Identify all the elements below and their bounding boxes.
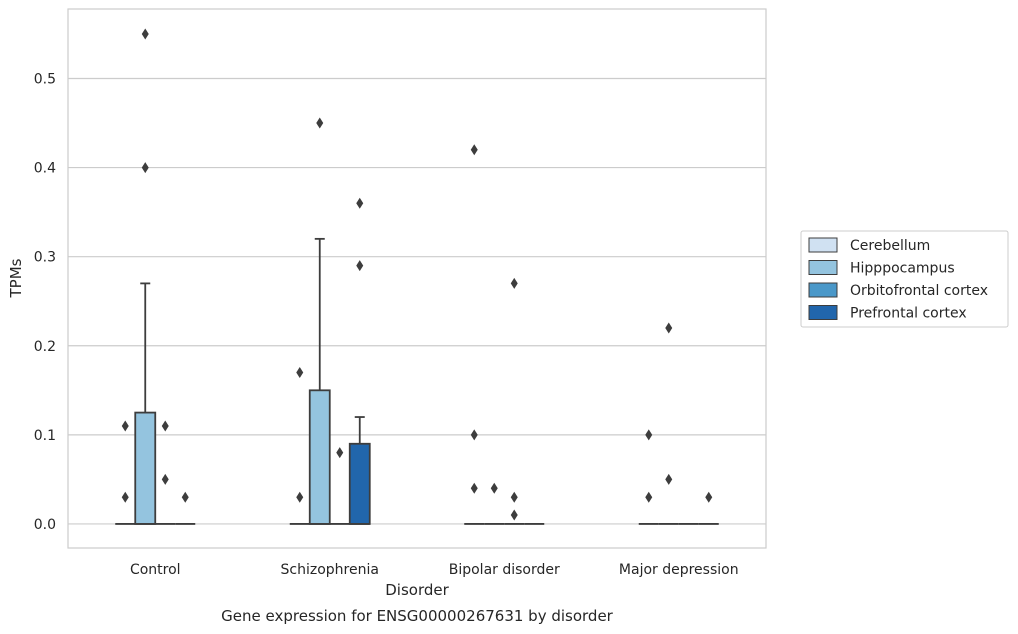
legend-label: Orbitofrontal cortex (850, 283, 988, 299)
box-cerebellum (638, 429, 659, 525)
box-hipppocampus (134, 28, 157, 525)
y-tick-label: 0.1 (34, 428, 56, 444)
legend-swatch (808, 237, 838, 253)
x-tick-label: Bipolar disorder (449, 562, 560, 578)
outlier-point (665, 322, 673, 334)
box-cerebellum (289, 366, 310, 525)
box (134, 411, 157, 525)
box-hipppocampus (308, 117, 331, 525)
legend-swatch (808, 305, 838, 320)
legend-label: Hipppocampus (850, 261, 955, 277)
box (348, 442, 371, 525)
legend: Cerebellum Hipppocampus Orbitofrontal cort… (800, 230, 1009, 328)
outlier-point (665, 473, 673, 485)
box-orbitofrontal-cortex (329, 447, 350, 525)
box-hipppocampus (658, 322, 679, 525)
legend-label: Cerebellum (850, 238, 930, 254)
y-tick-label: 0.2 (34, 339, 56, 355)
y-tick-label: 0.3 (34, 250, 56, 266)
y-tick-label: 0.4 (34, 161, 56, 177)
x-tick-label: Schizophrenia (281, 562, 379, 578)
box-groups (115, 28, 719, 525)
box (308, 389, 331, 525)
plot-frame (67, 8, 767, 549)
y-tick-label: 0.0 (34, 517, 56, 533)
legend-swatch (808, 260, 838, 275)
y-tick-label: 0.5 (34, 71, 56, 87)
x-axis-label: Disorder (385, 581, 449, 599)
outlier-point (121, 420, 129, 432)
box-prefrontal-cortex (698, 491, 719, 525)
outlier-point (490, 482, 498, 494)
legend-swatch (808, 282, 838, 298)
outlier-point (705, 491, 713, 503)
outlier-point (510, 277, 518, 289)
box-orbitofrontal-cortex (155, 420, 176, 525)
legend-frame (800, 230, 1009, 328)
box-prefrontal-cortex (348, 197, 371, 525)
plot-background (68, 9, 766, 548)
outlier-point (645, 491, 653, 503)
box-hipppocampus (484, 482, 505, 525)
y-axis-label: TPMs (7, 258, 25, 298)
legend-label: Prefrontal cortex (850, 306, 967, 322)
x-tick-labels: Control Schizophrenia Bipolar disorder Majo… (130, 562, 739, 578)
outlier-point (470, 144, 478, 156)
outlier-point (510, 491, 518, 503)
outlier-point (296, 366, 304, 378)
x-tick-label: Control (130, 562, 181, 578)
box-orbitofrontal-cortex (504, 277, 525, 525)
outlier-point (336, 447, 344, 459)
outlier-point (356, 197, 364, 209)
outlier-point (161, 420, 169, 432)
outlier-point (121, 491, 129, 503)
outlier-point (181, 491, 189, 503)
outlier-point (510, 509, 518, 521)
box-cerebellum (115, 420, 136, 525)
outlier-point (356, 260, 364, 272)
outlier-point (141, 162, 149, 174)
y-tick-labels: 0.0 0.1 0.2 0.3 0.4 0.5 (34, 71, 56, 532)
figure-caption: Gene expression for ENSG00000267631 by d… (221, 607, 614, 625)
outlier-point (141, 28, 149, 40)
outlier-point (161, 473, 169, 485)
box-cerebellum (464, 144, 485, 525)
outlier-point (296, 491, 304, 503)
x-tick-label: Major depression (619, 562, 739, 578)
box-prefrontal-cortex (175, 491, 196, 525)
outlier-point (470, 482, 478, 494)
outlier-point (470, 429, 478, 441)
outlier-point (645, 429, 653, 441)
outlier-point (316, 117, 324, 129)
